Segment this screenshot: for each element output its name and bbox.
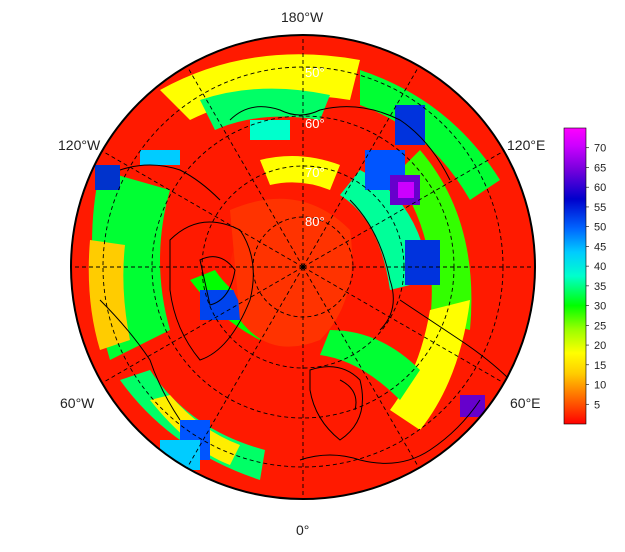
colorbar-tick-label: 45 [594, 241, 606, 253]
lon-label-60w: 60°W [60, 395, 95, 411]
meridian-line [302, 266, 420, 469]
lon-label-180w: 180°W [281, 9, 324, 25]
coastlines [99, 106, 511, 464]
colorbar-tick-label: 55 [594, 202, 606, 214]
lat-label-50: 50° [305, 65, 325, 80]
lat-label-60: 60° [305, 116, 325, 131]
lat-label-70: 70° [305, 165, 325, 180]
meridian-line [302, 266, 505, 384]
meridian-line [101, 150, 304, 268]
colorbar-tick-label: 5 [594, 399, 600, 411]
colorbar-tick-label: 35 [594, 281, 606, 293]
meridian-line [186, 266, 304, 469]
colorbar-tick-label: 10 [594, 380, 606, 392]
colorbar-tick-label: 30 [594, 301, 606, 313]
colorbar-tick-label: 50 [594, 222, 606, 234]
meridian-line [101, 266, 304, 384]
latitude-labels: 50° 60° 70° 80° [305, 65, 325, 229]
map-border [70, 34, 536, 500]
colorbar-tick-label: 40 [594, 261, 606, 273]
meridian-line [186, 65, 304, 268]
lon-label-120e: 120°E [507, 137, 546, 153]
colorbar-tick-label: 20 [594, 340, 606, 352]
lat-label-80: 80° [305, 214, 325, 229]
colorbar-tick-label: 70 [594, 143, 606, 155]
meridian-line [302, 65, 420, 268]
lon-label-60e: 60°E [510, 395, 541, 411]
colorbar: 5 10 15 20 25 30 35 40 45 50 55 60 65 70 [563, 127, 606, 425]
lon-label-0: 0° [296, 522, 310, 538]
meridians [71, 35, 535, 499]
colorbar-bar [563, 127, 587, 425]
meridian-line [302, 150, 505, 268]
colorbar-tick-label: 15 [594, 360, 606, 372]
colorbar-ticks: 5 10 15 20 25 30 35 40 45 50 55 60 65 70 [586, 143, 606, 411]
colorbar-tick-label: 60 [594, 182, 606, 194]
lon-label-120w: 120°W [58, 137, 101, 153]
colorbar-tick-label: 65 [594, 162, 606, 174]
colorbar-tick-label: 25 [594, 320, 606, 332]
